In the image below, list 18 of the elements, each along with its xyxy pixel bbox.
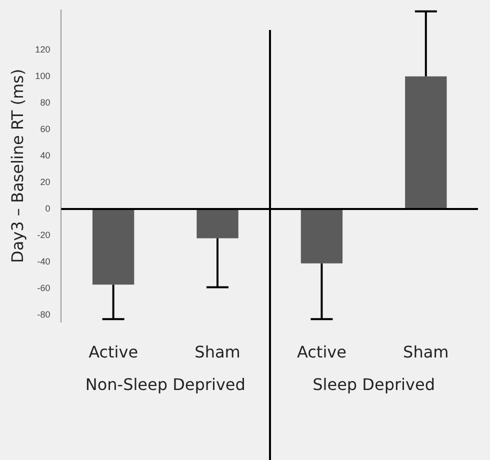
y-tick-label: 0 (45, 204, 50, 214)
y-axis-title: Day3 – Baseline RT (ms) (8, 68, 27, 263)
y-tick-label: 20 (40, 176, 50, 187)
x-tick-label: Active (296, 342, 346, 362)
y-tick-label: 60 (40, 124, 50, 134)
y-tick-label: -80 (37, 310, 50, 320)
y-tick-label: 80 (40, 97, 50, 108)
y-tick-label: 40 (40, 150, 50, 160)
text: Sleep Deprived (312, 374, 435, 394)
y-tick-label: -40 (37, 256, 50, 267)
y-tick-label: 100 (35, 70, 50, 81)
y-tick-label: 120 (35, 44, 50, 54)
y-tick-label: -20 (37, 230, 50, 240)
x-tick-label: Sham (194, 342, 240, 362)
x-tick-label: Sham (403, 342, 449, 362)
y-tick-label: -60 (37, 283, 50, 294)
x-tick-label: Active (88, 342, 138, 362)
text: Non-Sleep Deprived (85, 374, 246, 394)
